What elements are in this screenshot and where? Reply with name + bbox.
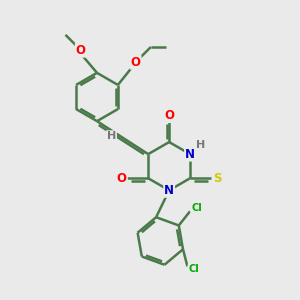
Text: Cl: Cl xyxy=(188,264,199,274)
Text: S: S xyxy=(214,172,222,185)
Text: O: O xyxy=(164,109,174,122)
Text: H: H xyxy=(107,131,116,141)
Text: Cl: Cl xyxy=(191,203,202,213)
Text: O: O xyxy=(130,56,141,69)
Text: O: O xyxy=(117,172,127,185)
Text: O: O xyxy=(76,44,86,57)
Text: N: N xyxy=(164,184,174,197)
Text: H: H xyxy=(196,140,205,150)
Text: N: N xyxy=(185,148,195,160)
